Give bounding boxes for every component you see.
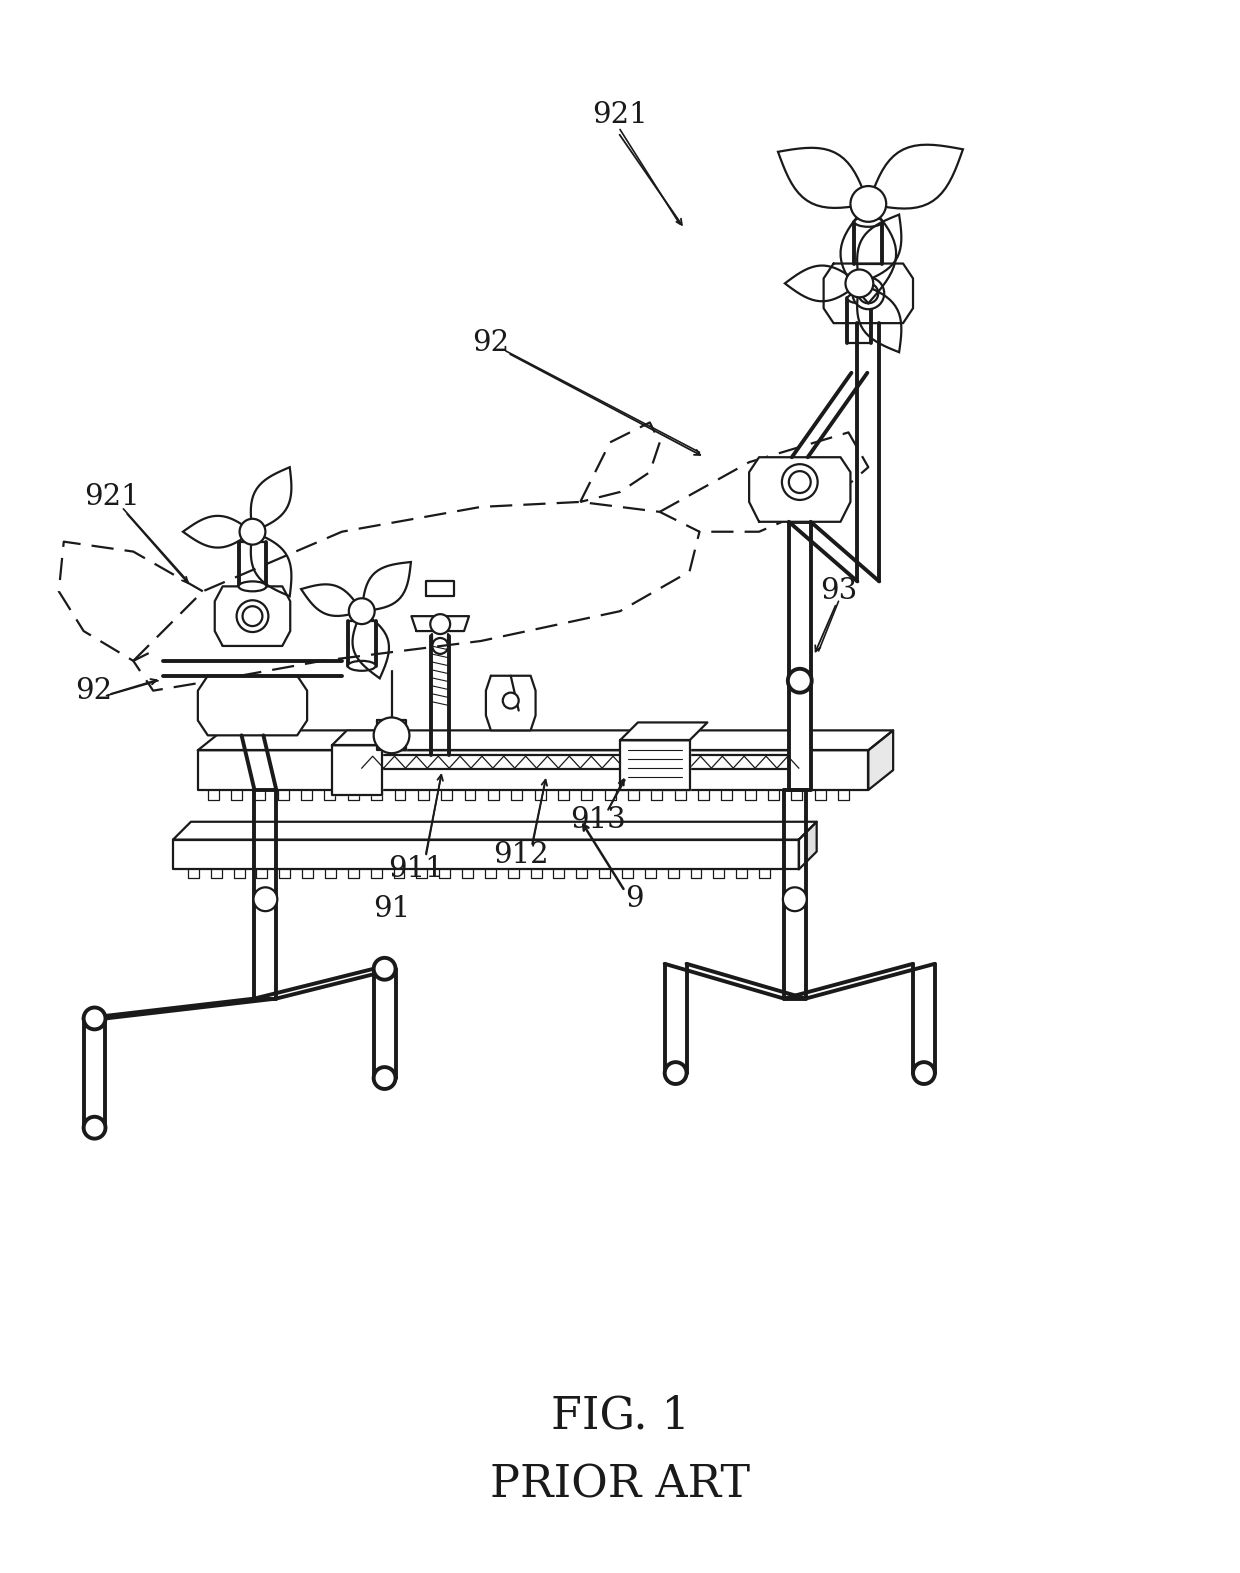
Circle shape (913, 1062, 935, 1084)
Circle shape (430, 613, 450, 634)
Polygon shape (486, 676, 536, 730)
Polygon shape (427, 582, 454, 596)
Polygon shape (749, 458, 851, 522)
Circle shape (782, 464, 817, 500)
Polygon shape (868, 730, 893, 790)
Ellipse shape (847, 293, 872, 304)
Text: 912: 912 (492, 840, 548, 868)
Polygon shape (784, 790, 806, 999)
Polygon shape (412, 617, 469, 631)
Polygon shape (377, 720, 407, 750)
Text: 9: 9 (626, 886, 645, 914)
Circle shape (782, 887, 807, 911)
Polygon shape (174, 821, 817, 840)
Circle shape (237, 601, 268, 632)
Circle shape (373, 1066, 396, 1089)
Text: FIG. 1: FIG. 1 (551, 1394, 689, 1438)
Polygon shape (620, 722, 707, 741)
Text: 91: 91 (373, 895, 410, 923)
Circle shape (83, 1007, 105, 1029)
Circle shape (253, 887, 278, 911)
Text: 921: 921 (593, 101, 647, 129)
Circle shape (846, 269, 873, 297)
Circle shape (852, 277, 884, 310)
Polygon shape (198, 730, 893, 750)
Circle shape (373, 717, 409, 753)
Polygon shape (198, 676, 308, 735)
Text: 92: 92 (74, 676, 112, 705)
Polygon shape (789, 522, 811, 790)
Circle shape (83, 1117, 105, 1139)
Text: 921: 921 (83, 483, 139, 511)
Polygon shape (215, 587, 290, 647)
Polygon shape (620, 741, 689, 790)
Polygon shape (332, 746, 382, 794)
Ellipse shape (238, 582, 267, 591)
Polygon shape (174, 840, 799, 870)
Polygon shape (799, 821, 817, 870)
Ellipse shape (348, 661, 376, 670)
Polygon shape (823, 264, 913, 322)
Ellipse shape (854, 217, 882, 227)
Text: 913: 913 (570, 805, 626, 834)
Circle shape (787, 669, 812, 692)
Circle shape (502, 692, 518, 708)
Circle shape (239, 519, 265, 544)
Circle shape (373, 958, 396, 980)
Polygon shape (254, 790, 277, 999)
Text: 911: 911 (388, 856, 444, 884)
Text: PRIOR ART: PRIOR ART (490, 1464, 750, 1507)
Circle shape (665, 1062, 687, 1084)
Circle shape (348, 598, 374, 624)
Circle shape (851, 186, 887, 222)
Text: 93: 93 (820, 577, 857, 606)
Text: 92: 92 (472, 329, 510, 357)
Polygon shape (332, 730, 397, 746)
Polygon shape (198, 750, 868, 790)
